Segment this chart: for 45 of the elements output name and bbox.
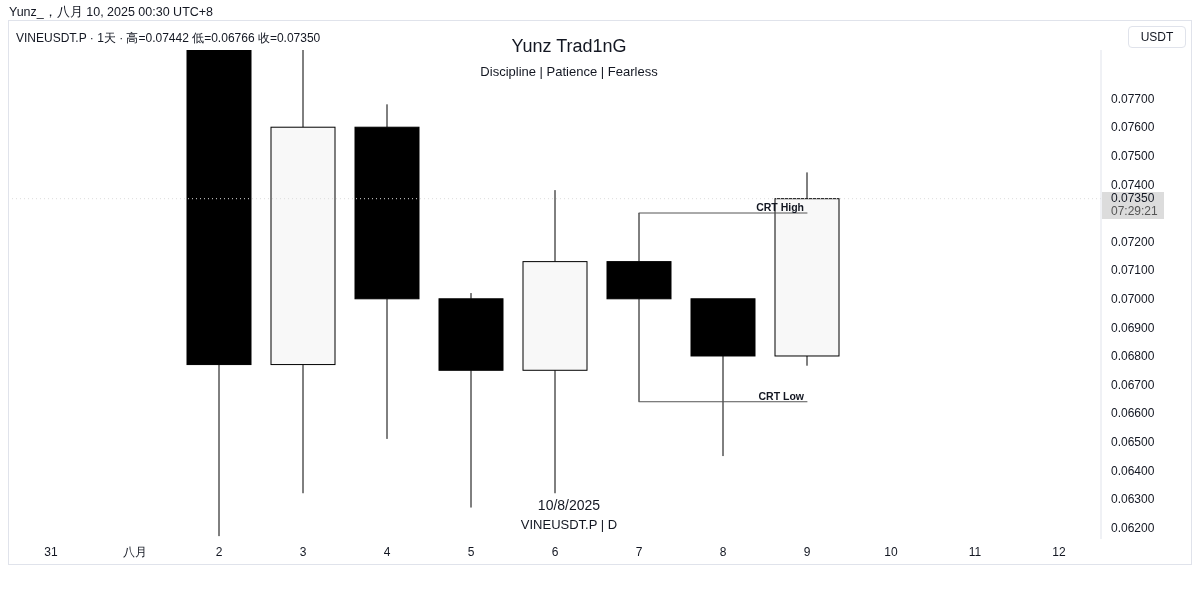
x-tick-label: 8 [719, 544, 727, 559]
y-tick-label: 0.06700 [1111, 377, 1155, 392]
x-tick-label: 2 [215, 544, 223, 559]
candlestick [522, 189, 588, 494]
x-tick-label: 5 [467, 544, 475, 559]
candlestick [186, 50, 252, 537]
candlestick [438, 292, 504, 509]
x-tick-label: 八月 [123, 544, 147, 559]
candlestick [606, 212, 672, 403]
x-tick-label: 12 [1052, 544, 1066, 559]
text: 07:29:21 [1111, 203, 1159, 218]
y-tick-label: 0.07400 [1111, 177, 1155, 192]
y-axis-title: USDT [1128, 26, 1186, 48]
text: Yunz_，八月 10, 2025 00:30 UTC+8 [9, 4, 214, 21]
x-tick-label: 11 [968, 544, 982, 559]
candlestick [270, 50, 336, 494]
x-tick-label: 3 [299, 544, 307, 559]
y-tick-label: 0.07200 [1111, 234, 1155, 249]
annotation: 10/8/2025 [536, 497, 602, 513]
y-tick-label: 0.07500 [1111, 149, 1155, 164]
text: Discipline | Patience | Fearless [479, 64, 659, 79]
y-tick-label: 0.06200 [1111, 520, 1155, 535]
x-tick-label: 6 [551, 544, 559, 559]
x-tick-label: 4 [383, 544, 391, 559]
candlestick [354, 103, 420, 440]
chart-title: Yunz Trad1nG [510, 36, 628, 57]
y-tick-label: 0.06500 [1111, 435, 1155, 450]
y-tick-label: 0.07100 [1111, 263, 1155, 278]
text: VINEUSDT.P · 1天 · 高=0.07442 低=0.06766 收=0.07350 [16, 30, 321, 47]
y-tick-label: 0.06600 [1111, 406, 1155, 421]
x-tick-label: 10 [884, 544, 898, 559]
y-tick-label: 0.06800 [1111, 349, 1155, 364]
x-tick-label: 7 [635, 544, 643, 559]
y-tick-label: 0.06300 [1111, 492, 1155, 507]
x-tick-label: 9 [803, 544, 811, 559]
y-tick-label: 0.07700 [1111, 91, 1155, 106]
y-tick-label: 0.06400 [1111, 463, 1155, 478]
y-tick-label: 0.06900 [1111, 320, 1155, 335]
candlestick [690, 298, 756, 457]
series-label: CRT Low [758, 389, 805, 402]
annotation: VINEUSDT.P | D [519, 517, 619, 532]
y-tick-label: 0.07600 [1111, 120, 1155, 135]
ref-line-label: 0.07350 [1111, 190, 1156, 205]
x-tick-label: 31 [44, 544, 58, 559]
y-tick-label: 0.07000 [1111, 292, 1155, 307]
